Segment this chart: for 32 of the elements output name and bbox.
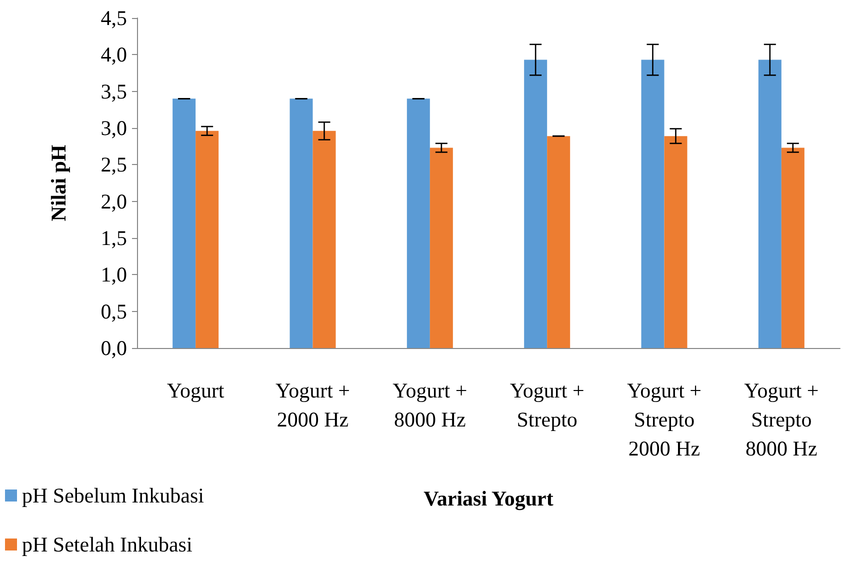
y-tick-label: 1,0 xyxy=(100,262,127,287)
y-tick-label: 2,5 xyxy=(100,152,127,177)
bar xyxy=(430,148,453,348)
bar xyxy=(312,130,336,348)
bar xyxy=(664,136,688,348)
x-tick-label: Yogurt + Strepto xyxy=(510,378,584,432)
x-tick-label: Yogurt + Strepto 8000 Hz xyxy=(744,378,819,460)
bar xyxy=(781,148,804,348)
bar xyxy=(406,98,430,348)
y-axis-title: Nilai pH xyxy=(46,144,70,222)
y-tick-label: 4,5 xyxy=(100,6,127,30)
bar xyxy=(547,136,570,348)
x-tick-label: Yogurt + Strepto 2000 Hz xyxy=(627,378,702,460)
legend-label: pH Setelah Inkubasi xyxy=(22,532,192,556)
bar xyxy=(524,60,548,348)
bar xyxy=(290,98,313,348)
bar xyxy=(196,130,219,348)
x-tick-label: Yogurt xyxy=(166,378,224,402)
bar xyxy=(758,60,782,348)
x-axis-title: Variasi Yogurt xyxy=(424,486,554,510)
y-tick-label: 3,0 xyxy=(100,116,127,140)
legend-label: pH Sebelum Inkubasi xyxy=(22,484,204,508)
y-tick-label: 3,5 xyxy=(100,79,127,104)
bar xyxy=(172,98,196,348)
x-tick-label: Yogurt + 2000 Hz xyxy=(276,378,350,432)
y-tick-label: 0,5 xyxy=(100,299,127,324)
y-tick-label: 4,0 xyxy=(100,42,127,67)
y-tick-label: 2,0 xyxy=(100,189,127,214)
y-tick-label: 0,0 xyxy=(100,336,127,360)
bar xyxy=(641,60,664,348)
y-tick-label: 1,5 xyxy=(100,226,127,250)
x-tick-label: Yogurt + 8000 Hz xyxy=(392,378,468,432)
